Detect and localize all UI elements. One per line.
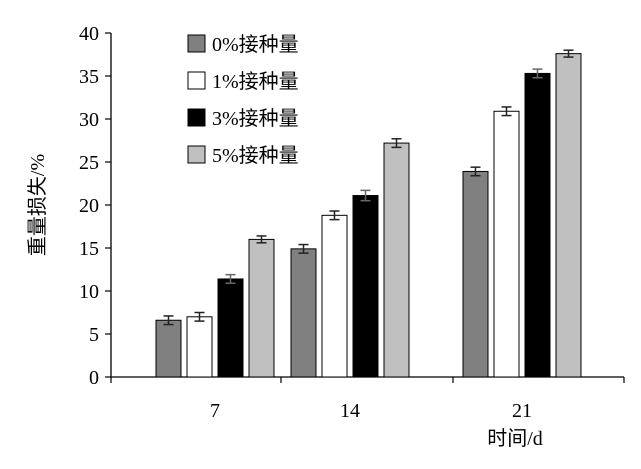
legend: 0%接种量 1%接种量 3%接种量 5%接种量 — [187, 33, 299, 167]
y-tick-label: 15 — [79, 238, 99, 260]
x-tick-label: 7 — [210, 400, 220, 422]
x-tick-label: 14 — [340, 400, 360, 422]
y-tick-label: 40 — [79, 23, 99, 45]
x-axis-title: 时间/d — [487, 427, 543, 450]
x-tick-label: 21 — [512, 400, 532, 422]
axes: 0 5 10 15 20 25 30 35 40 7 14 21 — [79, 23, 625, 422]
error-bars — [163, 49, 574, 326]
y-tick-label: 10 — [79, 281, 99, 303]
bar — [186, 316, 213, 378]
bar — [493, 110, 520, 378]
y-tick-label: 5 — [89, 324, 99, 346]
y-tick-label: 35 — [79, 66, 99, 88]
bars — [155, 53, 582, 378]
bar — [524, 72, 551, 378]
legend-label: 3%接种量 — [212, 107, 299, 130]
legend-label: 5%接种量 — [212, 144, 299, 167]
bar — [352, 195, 379, 378]
y-tick-label: 0 — [89, 367, 99, 389]
y-tick-label: 25 — [79, 152, 99, 174]
legend-swatch — [187, 145, 206, 164]
legend-swatch — [187, 71, 206, 90]
legend-swatch — [187, 108, 206, 127]
bar — [248, 238, 275, 378]
bar — [217, 278, 244, 378]
bar — [462, 170, 489, 378]
y-axis-title: 重量损失/% — [26, 154, 49, 256]
y-tick-label: 20 — [79, 195, 99, 217]
bar — [155, 319, 182, 378]
bar — [321, 214, 348, 378]
y-tick-label: 30 — [79, 109, 99, 131]
legend-label: 0%接种量 — [212, 33, 299, 56]
bar — [555, 53, 582, 378]
legend-swatch — [187, 34, 206, 53]
legend-label: 1%接种量 — [212, 70, 299, 93]
bar — [290, 248, 317, 378]
bar — [383, 142, 410, 378]
